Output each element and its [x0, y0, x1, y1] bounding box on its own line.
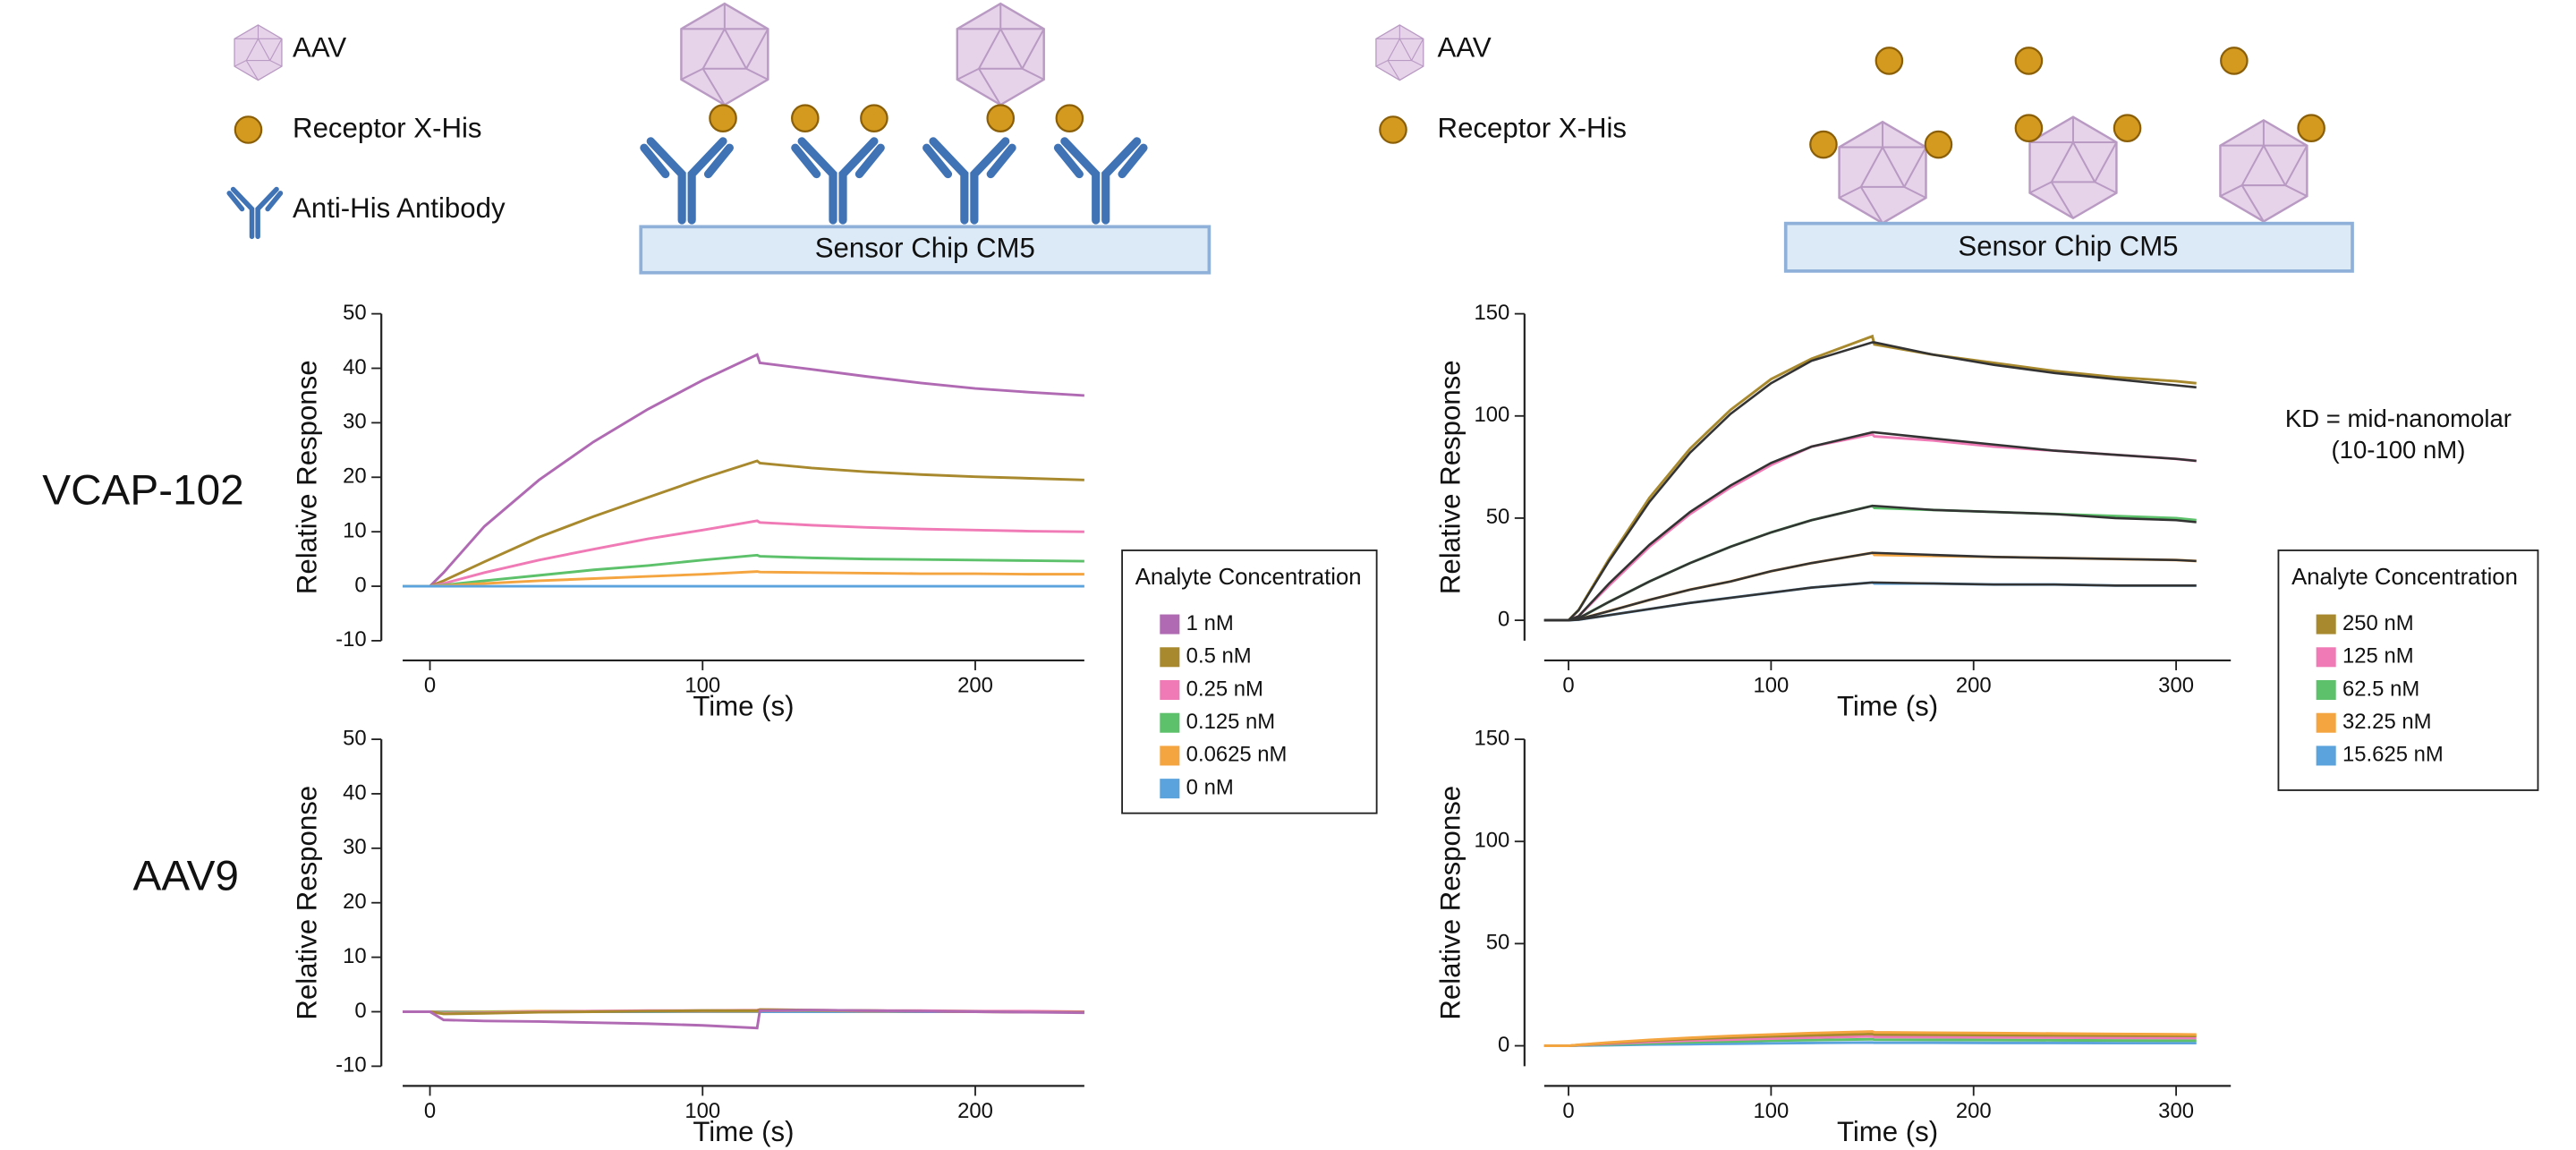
- y-tick-label: 20: [343, 464, 367, 489]
- x-tick-label: 100: [1753, 674, 1789, 698]
- y-tick-label: 0: [1498, 607, 1509, 631]
- legend-label: Receptor X-His: [293, 112, 481, 143]
- row-label: VCAP-102: [42, 466, 243, 514]
- fit-line: [1543, 430, 2197, 622]
- y-tick-label: 40: [343, 780, 367, 805]
- y-tick-label: 50: [343, 726, 367, 750]
- y-axis-label: Relative Response: [292, 360, 323, 594]
- y-tick-label: 0: [1498, 1033, 1509, 1057]
- data-line: [403, 553, 1084, 588]
- data-line: [403, 459, 1084, 588]
- data-line: [403, 519, 1084, 588]
- fit-line: [1543, 504, 2197, 622]
- legend-label: AAV: [293, 31, 346, 63]
- legend-label: 1 nM: [1186, 611, 1234, 635]
- x-tick-label: 300: [2158, 674, 2194, 698]
- data-line: [1543, 432, 2197, 622]
- diagram-left: AAV Receptor X-His Anti-His Antibody Sen…: [229, 2, 1211, 275]
- x-tick-label: 100: [684, 674, 720, 698]
- data-line: [403, 1009, 1084, 1030]
- x-tick-label: 200: [957, 674, 993, 698]
- y-tick-label: 150: [1475, 301, 1510, 325]
- fit-line: [1543, 551, 2197, 622]
- legend-swatch: [1160, 745, 1180, 766]
- legend-label: 125 nM: [2342, 644, 2414, 669]
- y-tick-label: 20: [343, 890, 367, 914]
- legend-label: 15.625 nM: [2342, 743, 2444, 767]
- x-tick-label: 300: [2158, 1099, 2194, 1123]
- chip-label: Sensor Chip CM5: [1958, 230, 2178, 261]
- y-tick-label: 40: [343, 355, 367, 379]
- x-tick-label: 200: [957, 1099, 993, 1123]
- legend-swatch: [2316, 614, 2336, 635]
- legend-label: 0 nM: [1186, 775, 1234, 799]
- x-tick-label: 100: [684, 1099, 720, 1123]
- y-tick-label: 10: [343, 518, 367, 542]
- y-axis-label: Relative Response: [1434, 786, 1466, 1020]
- y-tick-label: 150: [1475, 726, 1510, 750]
- x-tick-label: 0: [424, 1099, 436, 1123]
- legend-label: 0.0625 nM: [1186, 743, 1288, 767]
- y-tick-label: 100: [1475, 403, 1510, 427]
- x-tick-label: 200: [1956, 1099, 1992, 1123]
- annotation: (10-100 nM): [2332, 436, 2466, 464]
- y-tick-label: 0: [354, 999, 366, 1023]
- data-line: [1543, 1030, 2197, 1048]
- x-axis-label: Time (s): [693, 1116, 794, 1147]
- y-axis-label: Relative Response: [1434, 360, 1466, 594]
- y-tick-label: -10: [336, 1053, 366, 1078]
- y-tick-label: -10: [336, 627, 366, 652]
- x-tick-label: 100: [1753, 1099, 1789, 1123]
- x-tick-label: 0: [424, 674, 436, 698]
- legend-swatch: [1160, 712, 1180, 733]
- y-tick-label: 50: [1486, 505, 1510, 529]
- x-axis-label: Time (s): [1837, 1116, 1938, 1147]
- fit-line: [1543, 341, 2197, 622]
- y-tick-label: 50: [343, 301, 367, 325]
- legend-swatch: [1160, 614, 1180, 635]
- legend-label: 0.125 nM: [1186, 710, 1275, 734]
- legend-label: Anti-His Antibody: [293, 192, 506, 224]
- x-axis-label: Time (s): [1837, 690, 1938, 721]
- legend-label: 0.25 nM: [1186, 677, 1263, 701]
- x-tick-label: 0: [1562, 1099, 1574, 1123]
- x-axis-label: Time (s): [693, 690, 794, 721]
- data-line: [403, 353, 1084, 588]
- data-line: [1543, 334, 2197, 622]
- y-tick-label: 10: [343, 944, 367, 968]
- legend-swatch: [1160, 779, 1180, 799]
- y-tick-label: 50: [1486, 931, 1510, 955]
- legend-label: 250 nM: [2342, 611, 2414, 635]
- annotation: KD = mid-nanomolar: [2285, 405, 2512, 432]
- legend-label: 32.25 nM: [2342, 710, 2431, 734]
- y-tick-label: 30: [343, 835, 367, 859]
- legend-label: AAV: [1438, 31, 1492, 63]
- legend-swatch: [2316, 712, 2336, 733]
- y-tick-label: 100: [1475, 829, 1510, 853]
- x-tick-label: 200: [1956, 674, 1992, 698]
- legend-title: Analyte Concentration: [2291, 565, 2518, 590]
- legend-swatch: [2316, 679, 2336, 701]
- y-axis-label: Relative Response: [292, 786, 323, 1020]
- y-tick-label: 30: [343, 410, 367, 434]
- legend-label: Receptor X-His: [1438, 112, 1627, 143]
- legend-label: 0.5 nM: [1186, 644, 1252, 669]
- chip-label: Sensor Chip CM5: [815, 232, 1035, 263]
- legend-swatch: [2316, 647, 2336, 668]
- y-tick-label: 0: [354, 573, 366, 597]
- legend-swatch: [1160, 647, 1180, 668]
- x-tick-label: 0: [1562, 674, 1574, 698]
- row-label: AAV9: [132, 853, 238, 900]
- legend-swatch: [1160, 679, 1180, 701]
- legend-label: 62.5 nM: [2342, 677, 2419, 701]
- legend-title: Analyte Concentration: [1135, 565, 1362, 590]
- legend-swatch: [2316, 745, 2336, 766]
- data-line: [403, 570, 1084, 588]
- fit-line: [1543, 581, 2197, 622]
- diagram-right: AAV Receptor X-His Sensor Chip CM5: [1375, 24, 2354, 273]
